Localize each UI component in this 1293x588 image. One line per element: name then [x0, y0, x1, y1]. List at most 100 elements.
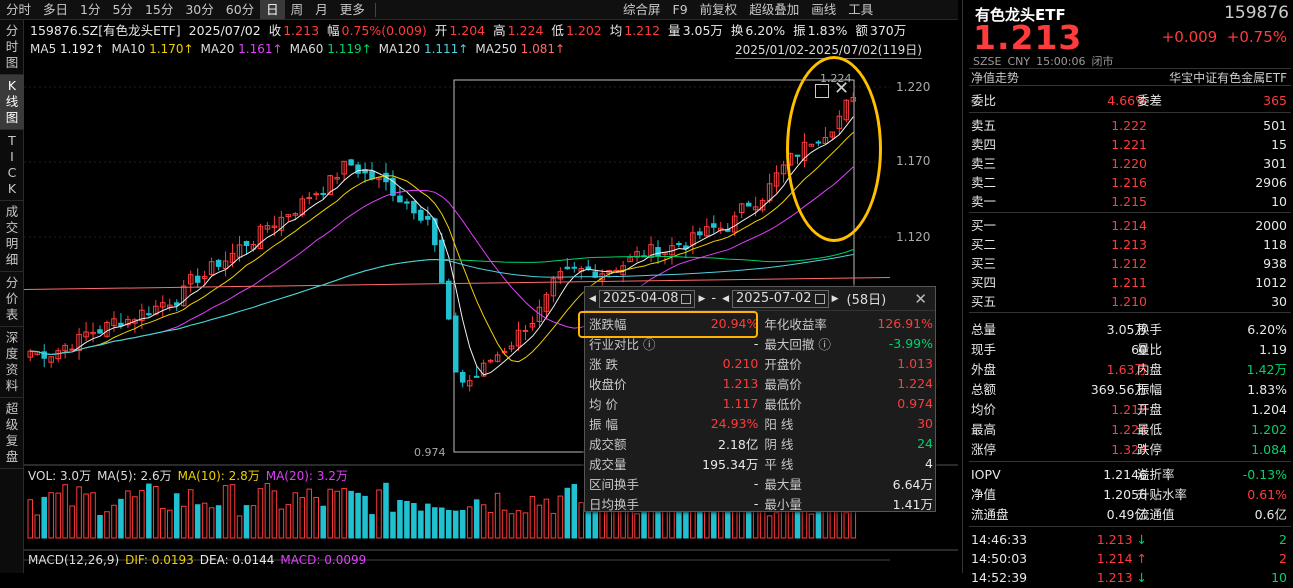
ma-line-10 [30, 131, 854, 363]
market-meta-item: SZSE [973, 55, 1002, 68]
candle-body [257, 225, 264, 249]
candle-body [585, 266, 592, 270]
tab-更多[interactable]: 更多 [339, 1, 365, 17]
candle-body [118, 322, 124, 327]
tool-画线[interactable]: 画线 [811, 2, 837, 17]
volume-bar [313, 496, 320, 539]
tool-超级叠加[interactable]: 超级叠加 [749, 2, 800, 17]
quote-info: 0.75%(0.009) [341, 23, 427, 38]
tab-月[interactable]: 月 [315, 1, 328, 17]
row-key: 买四 [971, 275, 997, 290]
tab-30分[interactable]: 30分 [185, 1, 214, 17]
popup-close-icon[interactable]: ✕ [914, 289, 927, 308]
stats-key: 最高价 [764, 376, 802, 392]
stats-value: - [753, 495, 759, 511]
bid-price: 1.213 [1111, 237, 1147, 252]
candle-body [27, 350, 34, 358]
tab-60分[interactable]: 60分 [225, 1, 255, 17]
low-marker-label: 0.974 [414, 446, 446, 459]
prev-arrow-icon[interactable]: ◀ [589, 293, 596, 304]
tab-1分[interactable]: 1分 [80, 1, 101, 17]
nav-分价表[interactable]: 分价表 [0, 272, 24, 327]
candle-body [557, 271, 564, 280]
nav-深度资料[interactable]: 深度资料 [0, 327, 24, 398]
prev-arrow-icon[interactable]: ◀ [722, 293, 730, 304]
row-value: 1.63万 [1106, 362, 1147, 377]
stats-key: 最大量 [764, 476, 802, 492]
ask-qty: 2906 [1255, 175, 1287, 190]
volume-bar [452, 510, 459, 539]
candle-body [180, 285, 187, 307]
y-axis-label: 1.170 [896, 154, 931, 168]
end-date-field[interactable]: 2025-07-02 [732, 289, 829, 308]
candle-body [508, 345, 515, 350]
candle-body [439, 239, 445, 283]
row-key: 外盘 [971, 362, 997, 377]
ask-row: 卖三 1.220 301 [971, 153, 1289, 174]
nav-trend-row[interactable]: 净值走势 华宝中证有色金属ETF [969, 68, 1291, 86]
bid-row: 买二 1.213 118 [971, 234, 1289, 255]
volume-bar [146, 483, 152, 539]
volume-bar [543, 498, 550, 539]
volume-bar [418, 510, 424, 539]
volume-bar [599, 510, 605, 539]
tick-price: 1.213 ↓ [1096, 532, 1147, 547]
row-value: -0.13% [1242, 467, 1287, 482]
tool-综合屏[interactable]: 综合屏 [623, 2, 661, 17]
tool-前复权[interactable]: 前复权 [699, 2, 738, 17]
volume-bar [571, 484, 578, 539]
row-key: 跌停 [1137, 442, 1163, 457]
volume-bar [536, 504, 543, 539]
top-toolbar: 分时 多日 1分 5分 15分 30分 60分日周月更多 综合屏 F9 前复权 超级叠加 画线 工具 [0, 0, 958, 20]
candle-body [327, 175, 333, 196]
next-arrow-icon[interactable]: ▶ [831, 293, 839, 304]
row-key: 流通值 [1137, 507, 1175, 522]
candle-body [90, 331, 96, 335]
calendar-icon[interactable] [814, 293, 825, 304]
nav-超级复盘[interactable]: 超级复盘 [0, 398, 24, 469]
row-key: 总量 [971, 322, 997, 337]
calendar-icon[interactable] [681, 293, 692, 304]
row-key: 量比 [1137, 342, 1163, 357]
row-value: 3.05万 [1106, 322, 1147, 337]
next-arrow-icon[interactable]: ▶ [698, 293, 706, 304]
nav-分时图[interactable]: 分时图 [0, 20, 24, 75]
stats-key: 成交额 [589, 436, 627, 452]
tick-row: 14:50:03 1.214 ↑ 2 [971, 548, 1289, 569]
candle-body [285, 214, 292, 217]
row-value: 1.224 [1111, 422, 1147, 437]
candle-body [745, 202, 752, 207]
candle-body [83, 331, 89, 338]
ask-qty: 501 [1263, 118, 1287, 133]
start-date-field[interactable]: 2025-04-08 [598, 289, 696, 308]
stats-row: 区间换手 - 最大量 6.64万 [585, 473, 935, 493]
tab-周[interactable]: 周 [290, 1, 304, 17]
nav-成交明细[interactable]: 成交明细 [0, 201, 24, 272]
row-value: 365 [1263, 93, 1287, 108]
candle-body [773, 172, 780, 187]
quote-info: 3.05万 [682, 23, 723, 38]
tab-5分[interactable]: 5分 [112, 1, 133, 17]
stats-key: 最低价 [764, 396, 802, 412]
ask-qty: 301 [1263, 156, 1287, 171]
tab-日[interactable]: 日 [260, 0, 285, 19]
candle-body [243, 241, 250, 246]
tab-15分[interactable]: 15分 [144, 1, 174, 17]
volume-bar [173, 493, 180, 539]
tool-工具[interactable]: 工具 [848, 2, 874, 17]
candle-body [466, 380, 473, 387]
tab-分时[interactable]: 分时 [6, 1, 32, 17]
candle-body [250, 244, 257, 250]
tool-F9[interactable]: F9 [672, 2, 688, 17]
volume-bar [166, 509, 173, 539]
y-axis-label: 1.220 [896, 80, 931, 94]
stats-value: - [753, 335, 759, 351]
tab-多日[interactable]: 多日 [43, 1, 69, 17]
candle-body [194, 275, 201, 283]
quote-panel: 有色龙头ETF 159876 1.213 +0.009 +0.75% SZSE C… [962, 0, 1293, 585]
row-key: 买五 [971, 294, 997, 309]
volume-bar [187, 489, 194, 539]
bid-price: 1.214 [1111, 218, 1147, 233]
